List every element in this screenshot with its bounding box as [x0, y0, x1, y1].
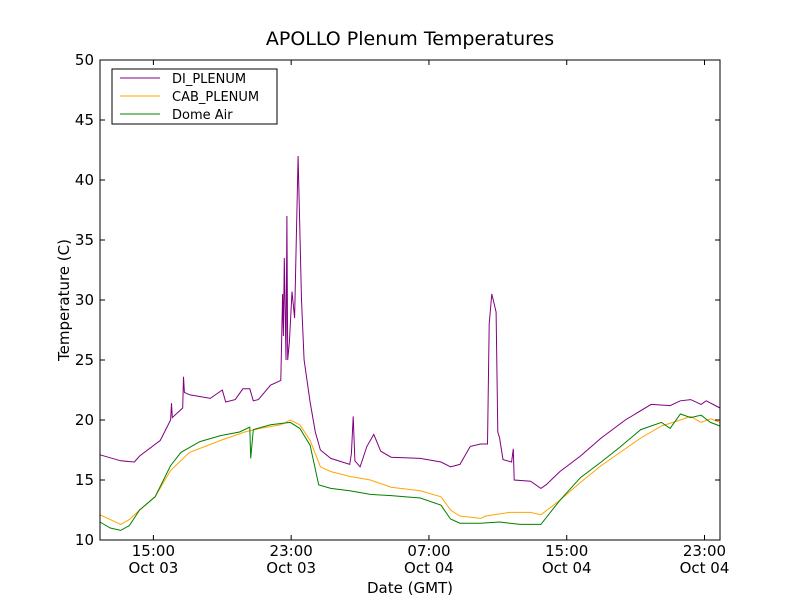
x-tick-label-time: 15:00: [545, 542, 588, 560]
y-tick-label: 25: [75, 351, 94, 369]
y-tick-label: 15: [75, 471, 94, 489]
y-axis-label: Temperature (C): [55, 239, 73, 362]
legend-label: Dome Air: [172, 108, 233, 123]
x-tick-label-date: Oct 04: [680, 559, 730, 577]
x-tick-label-date: Oct 04: [542, 559, 592, 577]
series-line-dome-air: [99, 413, 721, 531]
series-line-cab-plenum: [99, 415, 721, 525]
chart-title: APOLLO Plenum Temperatures: [266, 28, 554, 50]
x-tick-label-date: Oct 04: [404, 559, 454, 577]
x-tick-label-date: Oct 03: [128, 559, 178, 577]
x-tick-label-time: 23:00: [270, 542, 313, 560]
y-tick-label: 10: [75, 531, 94, 549]
y-tick-label: 35: [75, 231, 94, 249]
x-tick-label-date: Oct 03: [266, 559, 316, 577]
series-layer: [99, 155, 721, 531]
y-tick-label: 50: [75, 51, 94, 69]
y-tick-label: 40: [75, 171, 94, 189]
x-tick-label-time: 23:00: [683, 542, 726, 560]
legend-label: DI_PLENUM: [172, 72, 246, 87]
x-axis-label: Date (GMT): [367, 579, 453, 597]
series-line-di-plenum: [99, 155, 721, 490]
y-tick-label: 30: [75, 291, 94, 309]
legend: DI_PLENUM CAB_PLENUM Dome Air: [111, 68, 278, 125]
y-tick-label: 20: [75, 411, 94, 429]
legend-label: CAB_PLENUM: [172, 90, 259, 105]
x-tick-label-time: 15:00: [132, 542, 175, 560]
x-tick-label-time: 07:00: [407, 542, 450, 560]
y-tick-label: 45: [75, 111, 94, 129]
